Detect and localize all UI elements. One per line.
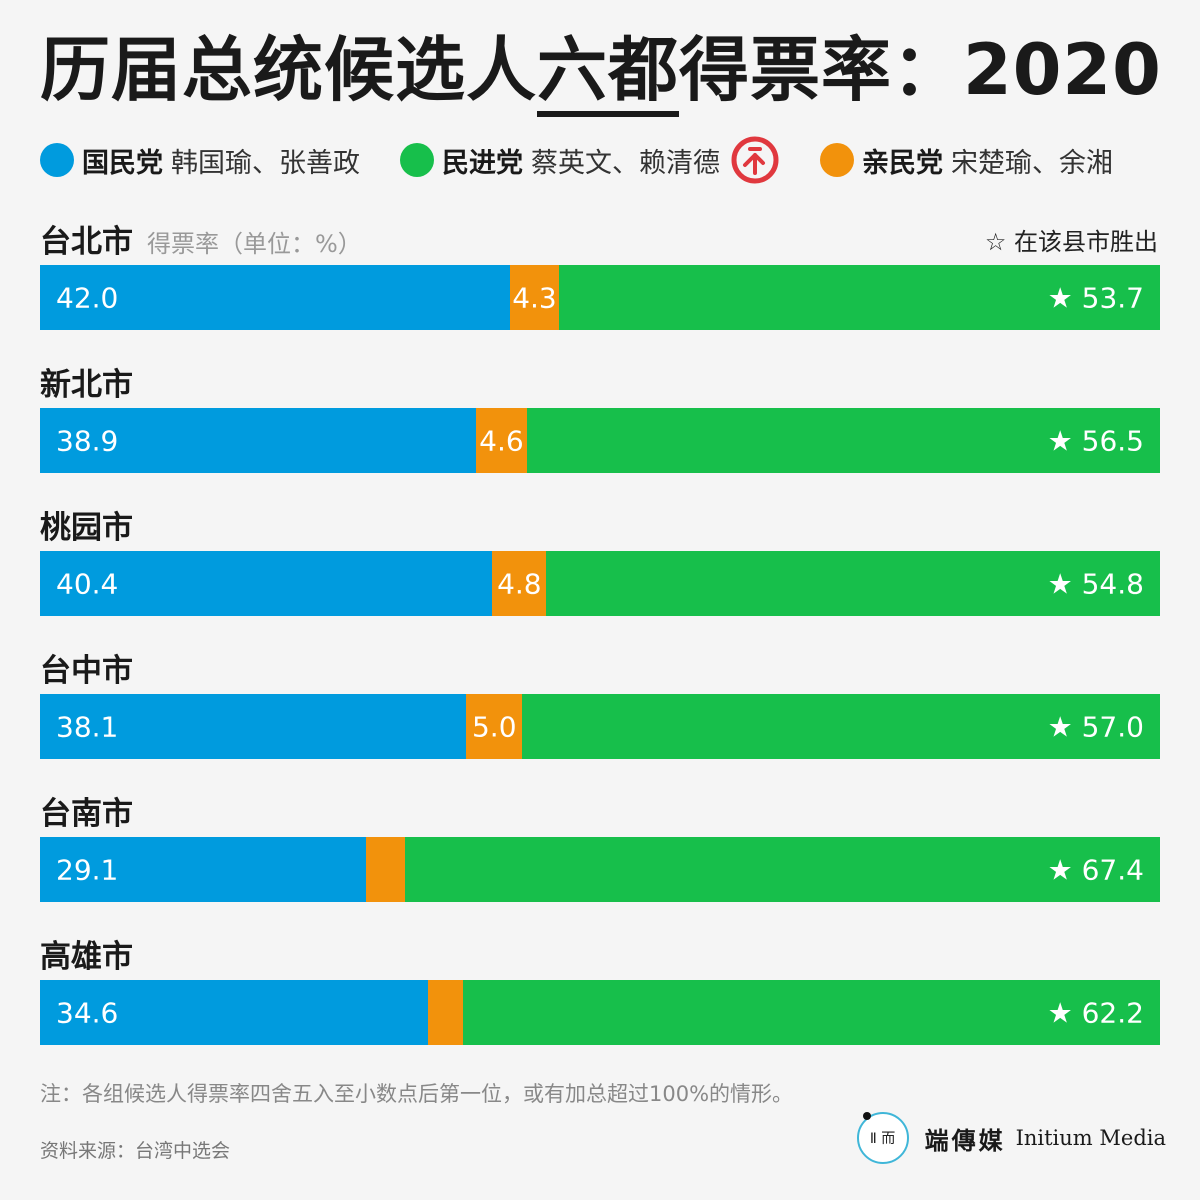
footnote: 注：各组候选人得票率四舍五入至小数点后第一位，或有加总超过100%的情形。 [40,1082,794,1106]
data-label: 5.0 [471,710,517,743]
legend-candidates: 蔡英文、赖清德 [531,147,720,179]
bar-segment-kmt: 42.0 [40,265,511,330]
title-post: 得票率：2020 [679,29,1162,111]
data-label: 4.6 [479,424,524,457]
city-label: 台北市 得票率（单位：%） [40,224,362,260]
data-label: 29.1 [56,853,119,886]
bar-segment-dpp: ★ 57.0 [522,694,1160,759]
bar-segment-pfp: 5.0 [466,694,523,759]
brand-name-cn: 端傳媒 [924,1125,1006,1155]
legend-party: 民进党 [442,147,523,179]
data-label: 40.4 [56,567,119,600]
unit-label: 得票率（单位：%） [147,230,362,258]
city-label: 高雄市 [40,939,133,975]
bar-segment-pfp: 4.6 [475,408,528,473]
data-label: ★ 56.5 [1047,424,1144,457]
title-pre: 历届总统候选人 [40,29,537,111]
legend-party: 国民党 [82,147,163,179]
data-label: ★ 67.4 [1047,853,1144,886]
legend-dot-kmt [40,143,74,177]
bar-row: 29.1 ★ 67.4 [40,837,1160,902]
bar-segment-pfp: 4.3 [510,265,559,330]
legend-item-dpp: 民进党 蔡英文、赖清德 [400,135,780,185]
bar-row: 38.9 4.6 ★ 56.5 [40,408,1160,473]
title-highlight: 六都 [537,29,679,117]
bar-segment-kmt: 29.1 [40,837,366,902]
bar-segment-kmt: 38.9 [40,408,476,473]
data-label: 38.1 [56,710,119,743]
data-label: ★ 57.0 [1047,710,1144,743]
legend: 国民党 韩国瑜、张善政 民进党 蔡英文、赖清德 亲民党 宋楚瑜、余湘 [40,135,1153,185]
bar-segment-dpp: ★ 56.5 [527,408,1160,473]
data-label: 38.9 [56,424,119,457]
legend-candidates: 宋楚瑜、余湘 [951,147,1113,179]
star-note: ☆ 在该县市胜出 [984,228,1158,256]
bar-segment-kmt: 34.6 [40,980,428,1045]
bar-segment-dpp: ★ 62.2 [463,980,1160,1045]
bar-segment-dpp: ★ 67.4 [405,837,1160,902]
bar-row: 42.0 4.3 ★ 53.7 [40,265,1160,330]
city-label: 新北市 [40,367,133,403]
bar-segment-pfp: 4.8 [492,551,547,616]
brand-mark-icon: Ⅱ 而 [856,1112,909,1164]
legend-party: 亲民党 [862,147,943,179]
data-label: 4.8 [497,567,542,600]
data-label: ★ 62.2 [1047,996,1144,1029]
data-label: 34.6 [56,996,119,1029]
chart-title: 历届总统候选人六都得票率：2020 [40,28,1162,117]
ballot-stamp-icon [731,136,779,184]
bar-segment-pfp [365,837,406,902]
legend-candidates: 韩国瑜、张善政 [171,147,360,179]
legend-dot-dpp [400,143,434,177]
data-label: 4.3 [512,281,557,314]
city-label: 台中市 [40,653,133,689]
bar-segment-kmt: 40.4 [40,551,493,616]
bar-row: 40.4 4.8 ★ 54.8 [40,551,1160,616]
data-label: ★ 53.7 [1047,281,1144,314]
legend-dot-pfp [820,143,854,177]
bar-row: 38.1 5.0 ★ 57.0 [40,694,1160,759]
bar-segment-kmt: 38.1 [40,694,467,759]
city-label: 台南市 [40,796,133,832]
brand-name-en: Initium Media [1015,1126,1166,1150]
legend-item-pfp: 亲民党 宋楚瑜、余湘 [820,141,1113,180]
bar-row: 34.6 ★ 62.2 [40,980,1160,1045]
city-label: 桃园市 [40,510,133,546]
source: 资料来源：台湾中选会 [40,1140,231,1162]
bar-segment-dpp: ★ 54.8 [546,551,1160,616]
data-label: 42.0 [56,281,119,314]
legend-item-kmt: 国民党 韩国瑜、张善政 [40,141,360,180]
bar-segment-dpp: ★ 53.7 [558,265,1160,330]
bar-segment-pfp [427,980,464,1045]
brand-logo: Ⅱ 而 端傳媒 Initium Media [856,1112,1166,1164]
data-label: ★ 54.8 [1047,567,1144,600]
